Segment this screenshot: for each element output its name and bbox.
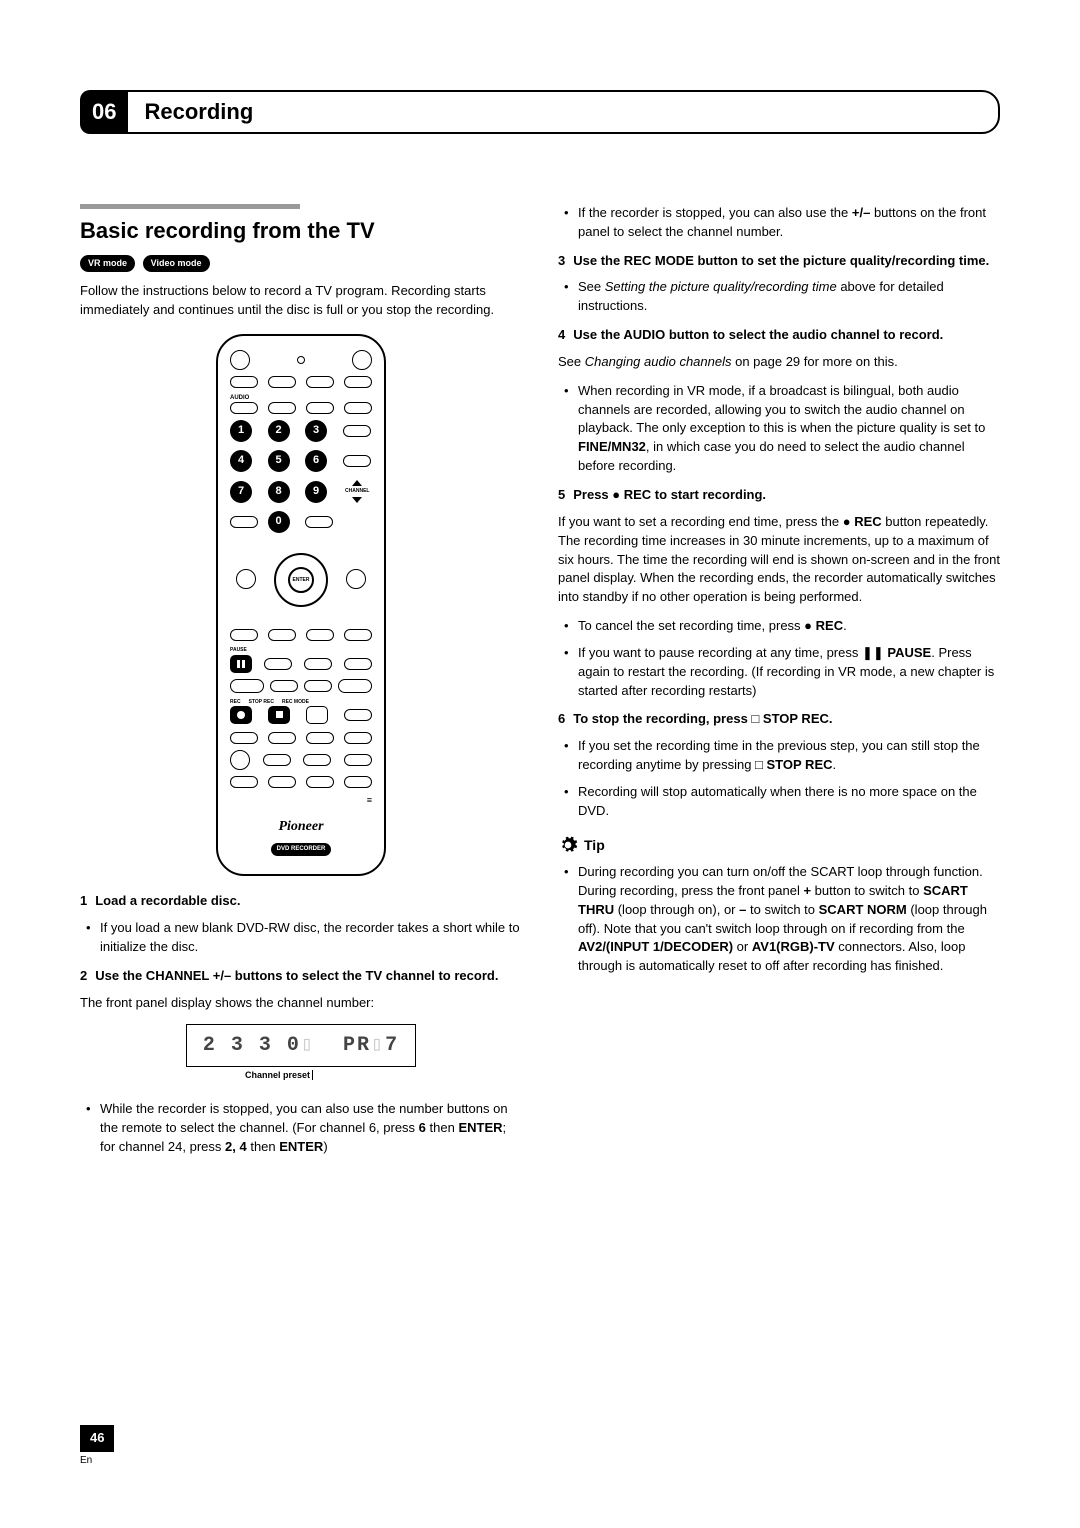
s5-bullet-1: To cancel the set recording time, press … [578,617,1000,636]
num-9: 9 [305,481,327,503]
lcd-caption: Channel preset [58,1069,500,1082]
num-5: 5 [268,450,290,472]
right-column: If the recorder is stopped, you can also… [558,204,1000,1167]
mode-badges: VR mode Video mode [80,253,522,272]
chapter-title: Recording [144,99,253,124]
remote-illustration: AUDIO 1 2 3 4 5 6 7 8 9 CHANNEL 0 [80,334,522,877]
step-5: 5Press ● REC to start recording. [558,486,1000,505]
chapter-title-wrap: Recording [126,90,1000,134]
s3-bullet: See Setting the picture quality/recordin… [578,278,1000,316]
remote: AUDIO 1 2 3 4 5 6 7 8 9 CHANNEL 0 [216,334,386,877]
s5-body: If you want to set a recording end time,… [558,513,1000,607]
num-0: 0 [268,511,290,533]
s4-bullet: When recording in VR mode, if a broadcas… [578,382,1000,476]
pause-label: PAUSE [230,647,372,654]
lcd-display: 2 3 3 0▯ PR▯7 Channel preset [80,1024,522,1082]
content-columns: Basic recording from the TV VR mode Vide… [80,204,1000,1167]
rec-button [230,706,252,724]
left-column: Basic recording from the TV VR mode Vide… [80,204,522,1167]
tip-label: Tip [584,835,605,855]
page-lang: En [80,1454,114,1469]
s6-bullet-1: If you set the recording time in the pre… [578,737,1000,775]
step-4: 4Use the AUDIO button to select the audi… [558,326,1000,345]
chapter-bar: 06 Recording [80,90,1000,134]
dpad: ENTER [236,541,366,621]
pause-button [230,655,252,673]
dvd-badge: DVD RECORDER [271,843,332,856]
step-1: 1Load a recordable disc. [80,892,522,911]
s2-bullet: While the recorder is stopped, you can a… [100,1100,522,1157]
num-4: 4 [230,450,252,472]
num-2: 2 [268,420,290,442]
recmode-button [306,706,328,724]
badge-video: Video mode [143,255,210,272]
r0-bullet: If the recorder is stopped, you can also… [578,204,1000,242]
step-2: 2Use the CHANNEL +/– buttons to select t… [80,967,522,986]
brand: Pioneer [230,817,372,837]
gear-icon [558,835,578,855]
s2-body: The front panel display shows the channe… [80,994,522,1013]
s5-bullet-2: If you want to pause recording at any ti… [578,644,1000,701]
num-3: 3 [305,420,327,442]
page-number: 46 [80,1425,114,1452]
num-6: 6 [305,450,327,472]
accent-bar [80,204,300,209]
tip-header: Tip [558,835,1000,855]
badge-vr: VR mode [80,255,135,272]
s6-bullet-2: Recording will stop automatically when t… [578,783,1000,821]
num-8: 8 [268,481,290,503]
step-3: 3Use the REC MODE button to set the pict… [558,252,1000,271]
s1-bullet: If you load a new blank DVD-RW disc, the… [100,919,522,957]
page-footer: 46 En [80,1425,114,1468]
num-7: 7 [230,481,252,503]
num-1: 1 [230,420,252,442]
step-6: 6To stop the recording, press □ STOP REC… [558,710,1000,729]
s4-body: See Changing audio channels on page 29 f… [558,353,1000,372]
intro-text: Follow the instructions below to record … [80,282,522,320]
section-heading: Basic recording from the TV [80,215,522,247]
chapter-number: 06 [80,90,128,134]
tip-bullet: During recording you can turn on/off the… [578,863,1000,976]
audio-label: AUDIO [230,394,372,403]
stoprec-button [268,706,290,724]
